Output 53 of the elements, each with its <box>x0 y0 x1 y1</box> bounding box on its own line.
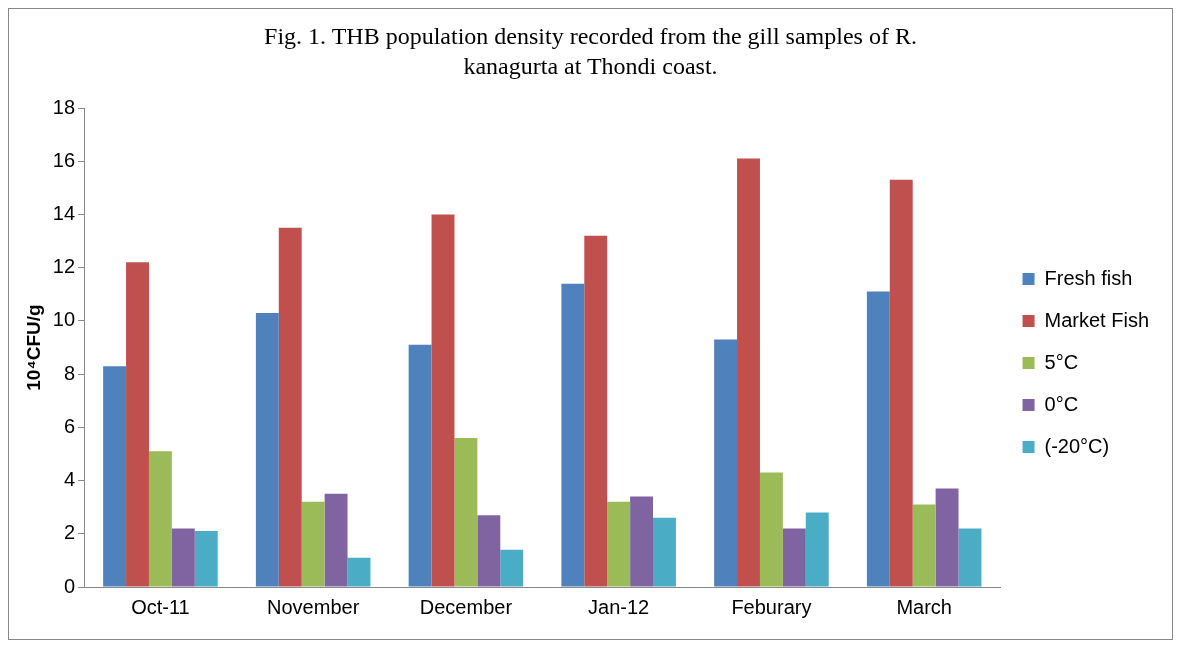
bar <box>301 501 325 587</box>
bar <box>630 496 654 587</box>
bar <box>607 501 631 587</box>
bar <box>194 531 218 587</box>
y-tick-label: 10 <box>52 308 76 331</box>
y-tick-label: 4 <box>63 468 76 491</box>
x-tick-label: Jan-12 <box>588 595 650 618</box>
bar <box>408 344 432 587</box>
y-tick-label: 14 <box>52 201 76 224</box>
y-tick-label: 18 <box>52 95 76 118</box>
bar <box>148 451 172 587</box>
bar <box>958 528 982 587</box>
bar <box>500 549 524 587</box>
bar <box>737 158 760 587</box>
x-tick-label: Feburary <box>731 595 812 618</box>
bar <box>171 528 195 587</box>
bar <box>278 227 302 587</box>
bar <box>935 488 959 587</box>
y-tick-label: 12 <box>52 255 76 278</box>
bar <box>431 214 455 587</box>
legend-label: Market Fish <box>1044 308 1150 331</box>
y-tick-label: 0 <box>63 574 76 597</box>
y-axis-title: 10⁴CFU/g <box>22 304 44 391</box>
chart-title: Fig. 1. THB population density recorded from the gill samples of R. kanagurta at Thondi coast. <box>263 22 918 81</box>
x-tick-label: March <box>896 595 952 618</box>
bar <box>126 262 149 587</box>
bar <box>255 312 279 587</box>
y-tick-label: 8 <box>63 361 76 384</box>
bar <box>889 179 913 587</box>
bar <box>477 515 501 587</box>
bar <box>653 517 676 587</box>
bar <box>866 291 890 587</box>
bar <box>782 528 806 587</box>
bar <box>584 235 608 587</box>
bar <box>324 493 348 587</box>
legend-label: 0°C <box>1044 392 1079 415</box>
y-tick-label: 6 <box>63 414 76 437</box>
bar <box>347 557 371 587</box>
bar <box>103 366 127 587</box>
y-tick-label: 16 <box>52 148 76 171</box>
legend-label: (-20°C) <box>1044 434 1110 457</box>
bar <box>805 512 829 587</box>
bar <box>714 339 738 587</box>
legend-label: 5°C <box>1044 350 1079 373</box>
x-tick-label: December <box>419 595 513 618</box>
bar <box>759 472 783 587</box>
bar <box>561 283 585 587</box>
x-tick-label: Oct-11 <box>131 595 190 618</box>
bar <box>454 437 478 587</box>
y-tick-label: 2 <box>63 521 76 544</box>
x-tick-label: November <box>267 595 360 618</box>
legend-label: Fresh fish <box>1044 266 1133 289</box>
bar <box>912 504 936 587</box>
